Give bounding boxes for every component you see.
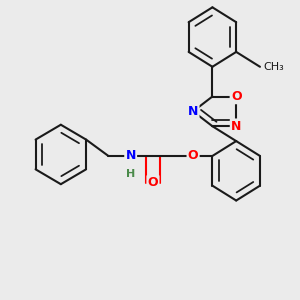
Text: O: O — [188, 149, 198, 162]
Text: CH₃: CH₃ — [263, 62, 284, 72]
Text: N: N — [125, 149, 136, 162]
Text: N: N — [188, 105, 198, 118]
Text: N: N — [231, 120, 242, 133]
Text: H: H — [126, 169, 135, 179]
Text: O: O — [148, 176, 158, 189]
Text: O: O — [231, 90, 242, 103]
